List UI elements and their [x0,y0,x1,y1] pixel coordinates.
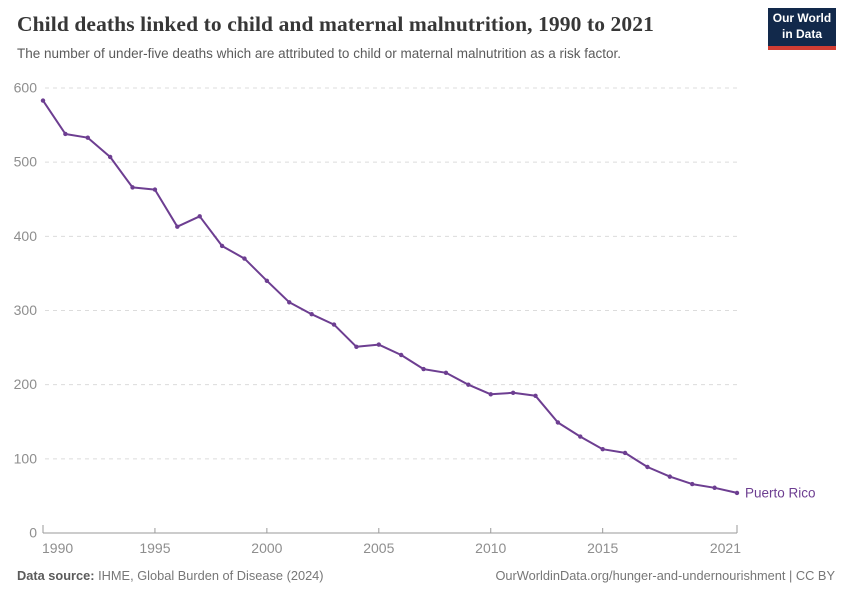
x-axis-tick-label: 2015 [587,540,618,556]
data-point-2001[interactable] [287,300,292,305]
data-point-2015[interactable] [600,446,605,452]
data-point-1993[interactable] [107,154,113,160]
owid-logo-line2: in Data [781,27,822,41]
data-point-2000[interactable] [264,278,270,284]
y-axis-tick-label: 200 [14,376,38,392]
data-point-2020[interactable] [712,485,717,490]
y-axis-tick-label: 100 [14,450,38,466]
data-point-2006[interactable] [398,352,404,358]
line-series-puerto-rico[interactable] [42,99,738,494]
series-end-label[interactable]: Puerto Rico [745,485,816,500]
data-point-2019[interactable] [690,481,695,487]
data-point-2013[interactable] [555,420,561,425]
owid-logo-line1: Our World [772,11,832,26]
data-point-2008[interactable] [443,370,449,375]
data-source-note: Data source: IHME, Global Burden of Dise… [17,568,324,583]
data-source-text: IHME, Global Burden of Disease (2024) [94,568,324,583]
data-point-2012[interactable] [533,393,538,398]
data-point-1996[interactable] [175,224,180,229]
data-point-2017[interactable] [645,464,650,470]
data-point-1990[interactable] [40,98,46,103]
data-point-2021[interactable] [734,490,740,496]
x-axis-tick-label: 1995 [139,540,170,556]
data-point-1997[interactable] [197,214,202,219]
data-point-2005[interactable] [376,342,382,347]
chart-subtitle: The number of under-five deaths which ar… [17,46,622,61]
page-title: Child deaths linked to child and materna… [17,12,654,36]
data-point-2016[interactable] [622,450,628,456]
data-point-1991[interactable] [63,131,68,137]
data-point-2011[interactable] [510,390,516,396]
data-point-2002[interactable] [309,312,314,317]
data-point-1994[interactable] [130,185,135,190]
x-axis-tick-label: 1990 [42,540,73,556]
chart-header: Child deaths linked to child and materna… [17,12,757,61]
data-point-1999[interactable] [242,256,247,261]
data-point-2003[interactable] [331,322,337,327]
x-axis-tick-label: 2000 [251,540,282,556]
chart-footer: Data source: IHME, Global Burden of Dise… [17,568,835,583]
x-axis-tick-label: 2005 [363,540,394,556]
y-axis-tick-label: 300 [14,302,38,318]
y-axis-tick-label: 600 [14,80,38,96]
data-source-label: Data source: [17,568,95,583]
data-point-2018[interactable] [667,474,673,479]
data-point-1998[interactable] [219,243,225,249]
data-point-1992[interactable] [85,135,90,140]
x-axis-tick-label: 2010 [475,540,506,556]
x-axis-tick-label: 2021 [710,540,741,556]
data-point-2009[interactable] [466,382,471,387]
data-point-2010[interactable] [488,392,493,397]
data-point-2014[interactable] [578,434,583,439]
data-point-2007[interactable] [421,366,426,372]
owid-logo[interactable]: Our World in Data [768,8,836,50]
y-axis-tick-label: 400 [14,228,38,244]
owid-url-link[interactable]: OurWorldinData.org/hunger-and-undernouri… [495,568,835,583]
y-axis-tick-label: 500 [14,154,38,170]
data-point-1995[interactable] [152,187,158,192]
y-axis-tick-label: 0 [29,525,37,541]
data-point-2004[interactable] [354,344,359,350]
